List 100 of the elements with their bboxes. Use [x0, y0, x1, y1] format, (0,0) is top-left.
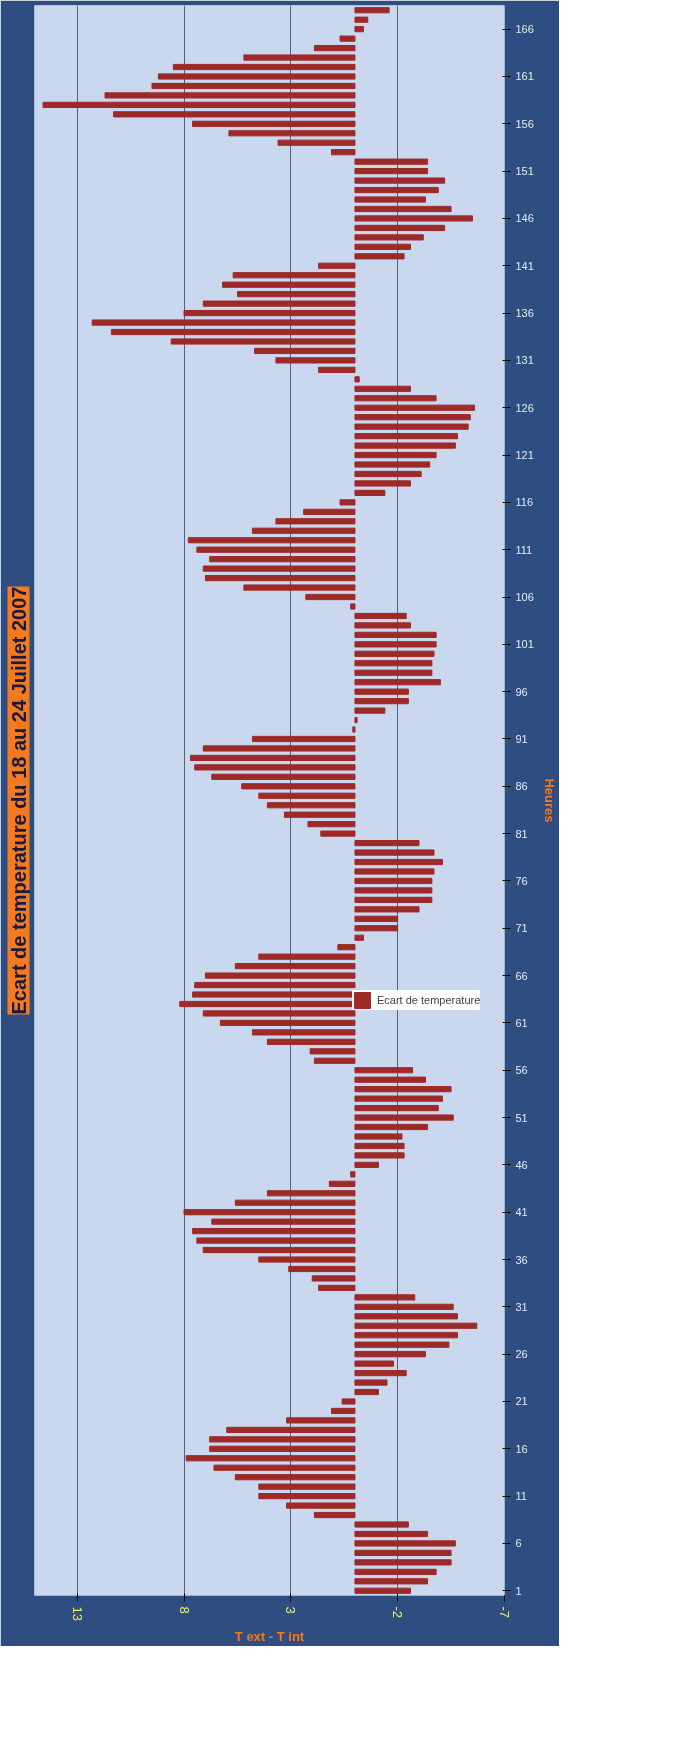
bar — [354, 1104, 439, 1112]
bar — [104, 92, 356, 99]
x-tick-label: 13 — [69, 1606, 85, 1621]
bar — [354, 925, 399, 932]
bar — [234, 1474, 356, 1481]
bar — [313, 44, 356, 52]
bar — [354, 224, 446, 232]
text: Ecart de temperature du 18 au 24 Juillet 2007 — [7, 586, 30, 1015]
y-tick-label: 151 — [515, 165, 534, 178]
y-tick-label: 6 — [515, 1537, 522, 1550]
bar — [222, 281, 356, 288]
bar — [354, 1530, 429, 1538]
bar — [266, 1038, 356, 1045]
x-tick-label: -7 — [497, 1606, 512, 1619]
y-tick-label: 116 — [515, 496, 534, 509]
bar — [318, 262, 356, 269]
y-tick-label: 111 — [515, 543, 533, 556]
bar — [183, 309, 356, 317]
bar — [354, 433, 458, 440]
bar — [354, 641, 437, 648]
bar — [354, 906, 420, 913]
y-tick-label: 96 — [515, 685, 528, 698]
bar — [354, 679, 441, 686]
bar — [354, 650, 435, 657]
bar — [204, 574, 356, 582]
bar — [354, 1123, 429, 1131]
y-tick-label: 41 — [515, 1206, 528, 1219]
bar — [354, 1076, 426, 1083]
bar — [354, 1142, 405, 1150]
bar — [354, 896, 433, 903]
bar — [42, 101, 356, 108]
bar — [337, 944, 356, 951]
bar — [354, 158, 429, 165]
bar — [354, 461, 431, 468]
bar — [354, 1351, 426, 1358]
y-tick-label: 156 — [515, 117, 534, 130]
y-tick-label: 61 — [515, 1016, 528, 1029]
bar — [170, 338, 356, 345]
bar — [354, 196, 426, 203]
bar — [243, 584, 356, 591]
bar — [354, 622, 411, 629]
bar — [354, 1303, 454, 1310]
bar — [318, 366, 356, 373]
bar — [354, 669, 433, 676]
bar — [219, 1019, 356, 1027]
bar — [354, 707, 386, 714]
bar — [277, 139, 356, 146]
bar — [234, 963, 356, 970]
bar — [275, 357, 356, 364]
y-tick-label: 51 — [515, 1111, 528, 1124]
bar — [341, 1398, 356, 1405]
bar — [202, 300, 356, 307]
bar — [354, 376, 360, 383]
bar — [354, 868, 435, 875]
bar — [350, 1171, 356, 1178]
bar — [251, 527, 356, 534]
y-tick-label: 76 — [515, 874, 528, 887]
bar — [354, 1587, 411, 1594]
bar — [354, 489, 386, 497]
bar — [352, 726, 356, 733]
bar — [157, 73, 356, 80]
bar — [202, 565, 356, 572]
bar — [354, 1294, 416, 1301]
bar — [204, 972, 356, 979]
y-tick-label: 21 — [515, 1395, 528, 1408]
bar — [313, 1057, 356, 1064]
bar — [354, 839, 420, 847]
bar — [354, 442, 456, 449]
bar — [354, 414, 471, 421]
bar — [354, 177, 446, 184]
bar — [354, 1521, 409, 1528]
bar — [354, 849, 435, 856]
y-tick-label: 141 — [515, 259, 534, 272]
bar — [354, 887, 433, 894]
bar — [185, 1455, 356, 1462]
bar — [288, 1265, 356, 1273]
y-axis-title: Heures — [541, 778, 557, 823]
bar — [354, 480, 411, 487]
bar — [354, 215, 473, 222]
bar — [258, 953, 356, 960]
bar — [305, 593, 356, 601]
y-tick-label: 106 — [515, 591, 534, 604]
bar — [330, 1407, 356, 1415]
bar — [194, 981, 356, 989]
x-axis-title: T ext - T int — [234, 1628, 305, 1644]
bar — [354, 716, 358, 724]
y-tick-label: 81 — [515, 827, 528, 840]
bar — [354, 1086, 452, 1093]
bar — [313, 1511, 356, 1519]
y-tick-label: 71 — [515, 922, 528, 935]
bar — [354, 1578, 429, 1585]
bar — [354, 688, 409, 695]
y-tick-label: 26 — [515, 1348, 528, 1361]
bar — [113, 111, 356, 118]
bar — [354, 1133, 403, 1140]
bar — [209, 1436, 356, 1443]
x-tick-label: 8 — [176, 1606, 192, 1614]
bar — [354, 1161, 379, 1168]
bar — [354, 1540, 456, 1547]
bar — [354, 1114, 454, 1121]
